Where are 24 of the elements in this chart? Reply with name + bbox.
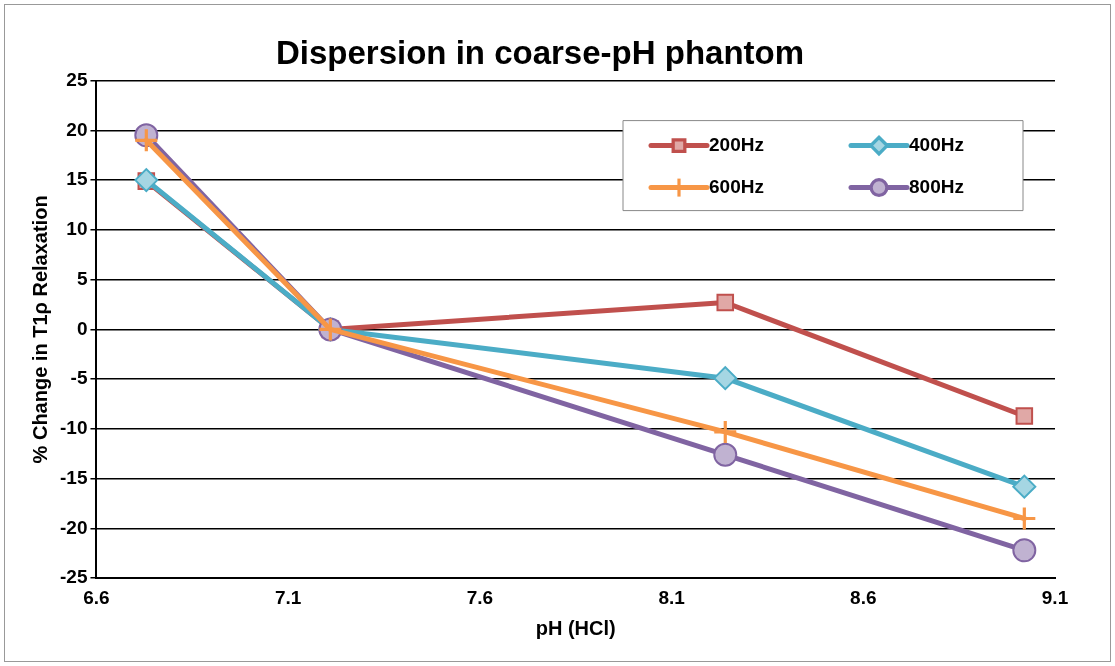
x-axis-title: pH (HCl) bbox=[535, 616, 616, 639]
y-tick-label: 25 bbox=[66, 68, 88, 90]
x-tick-label: 7.6 bbox=[466, 586, 494, 608]
y-tick-label: -15 bbox=[59, 466, 88, 488]
y-tick-label: -20 bbox=[59, 516, 88, 538]
x-tick-label: 9.1 bbox=[1041, 586, 1069, 608]
y-tick-label: 20 bbox=[66, 118, 88, 140]
y-tick-label: -5 bbox=[70, 367, 88, 389]
x-tick-label: 8.1 bbox=[658, 586, 686, 608]
x-tick-label: 8.6 bbox=[850, 586, 877, 608]
x-tick-label: 7.1 bbox=[274, 586, 302, 608]
legend-label: 600Hz bbox=[709, 175, 764, 197]
y-axis-title: % Change in T1ρ Relaxation bbox=[28, 195, 51, 464]
x-tick-label: 6.6 bbox=[83, 586, 110, 608]
y-tick-label: -10 bbox=[59, 417, 88, 439]
y-tick-label: 5 bbox=[76, 267, 88, 289]
legend-label: 200Hz bbox=[709, 133, 764, 155]
y-tick-label: 15 bbox=[66, 168, 88, 190]
y-tick-label: 0 bbox=[76, 317, 88, 339]
y-tick-label: -25 bbox=[59, 566, 88, 588]
y-tick-label: 10 bbox=[66, 218, 88, 240]
legend-label: 400Hz bbox=[909, 133, 964, 155]
chart-title: Dispersion in coarse-pH phantom bbox=[275, 33, 805, 71]
legend-label: 800Hz bbox=[909, 175, 964, 197]
